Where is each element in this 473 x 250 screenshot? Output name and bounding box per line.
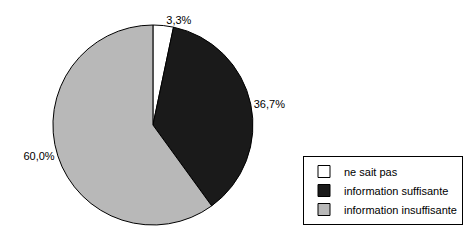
svg-text:information suffisante: information suffisante <box>344 185 448 197</box>
svg-text:60,0%: 60,0% <box>23 150 54 162</box>
svg-text:36,7%: 36,7% <box>254 98 285 110</box>
svg-text:ne sait pas: ne sait pas <box>344 166 398 178</box>
svg-text:3,3%: 3,3% <box>166 14 191 26</box>
svg-text:information insuffisante: information insuffisante <box>344 204 457 216</box>
